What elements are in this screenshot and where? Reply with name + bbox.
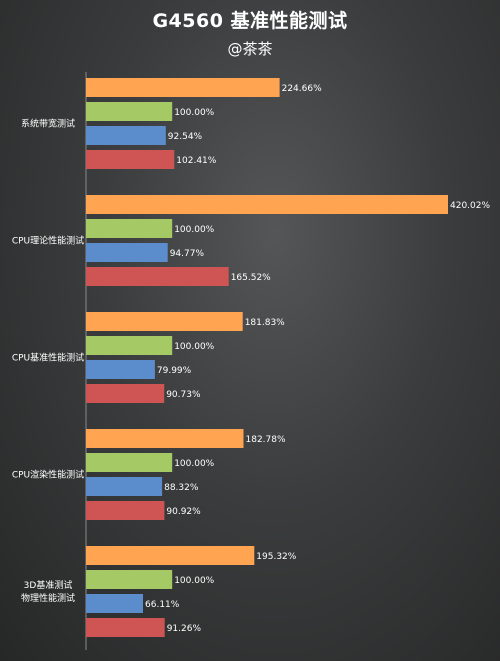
bar <box>86 243 168 262</box>
bar <box>86 312 243 331</box>
category-label: CPU理论性能测试 <box>12 235 84 247</box>
bar <box>86 195 448 214</box>
data-label: 90.92% <box>166 507 201 517</box>
bar <box>86 570 173 589</box>
data-label: 66.11% <box>145 600 180 610</box>
bar <box>86 78 280 97</box>
bar <box>86 453 173 472</box>
bar <box>86 219 173 238</box>
bar <box>86 546 255 565</box>
data-label: 92.54% <box>168 132 203 142</box>
data-label: 165.52% <box>231 273 271 283</box>
chart-title: G4560 基准性能测试 <box>152 10 348 32</box>
bar <box>86 594 143 613</box>
bar <box>86 102 173 121</box>
data-label: 88.32% <box>164 483 199 493</box>
data-label: 102.41% <box>176 156 216 166</box>
bar <box>86 126 166 145</box>
bar <box>86 429 244 448</box>
data-label: 100.00% <box>174 225 214 235</box>
data-label: 79.99% <box>157 366 192 376</box>
data-label: 420.02% <box>450 201 490 211</box>
data-label: 91.26% <box>167 624 202 634</box>
bar <box>86 336 173 355</box>
data-label: 182.78% <box>246 435 286 445</box>
category-label: 物理性能测试 <box>21 592 75 604</box>
data-label: 90.73% <box>166 390 201 400</box>
bar <box>86 477 163 496</box>
bar <box>86 150 175 169</box>
data-label: 195.32% <box>256 552 296 562</box>
chart-subtitle: @茶茶 <box>227 40 273 58</box>
data-label: 94.77% <box>170 249 205 259</box>
data-label: 100.00% <box>174 576 214 586</box>
data-label: 181.83% <box>245 318 285 328</box>
data-label: 100.00% <box>174 108 214 118</box>
data-label: 224.66% <box>282 84 322 94</box>
category-label: CPU渲染性能测试 <box>12 469 84 481</box>
bar <box>86 384 165 403</box>
bar <box>86 267 229 286</box>
bar <box>86 501 165 520</box>
category-label: 系统带宽测试 <box>21 118 75 130</box>
data-label: 100.00% <box>174 342 214 352</box>
category-label: 3D基准测试 <box>24 579 73 591</box>
data-label: 100.00% <box>174 459 214 469</box>
bar <box>86 360 155 379</box>
category-label: CPU基准性能测试 <box>12 352 84 364</box>
bar <box>86 618 165 637</box>
